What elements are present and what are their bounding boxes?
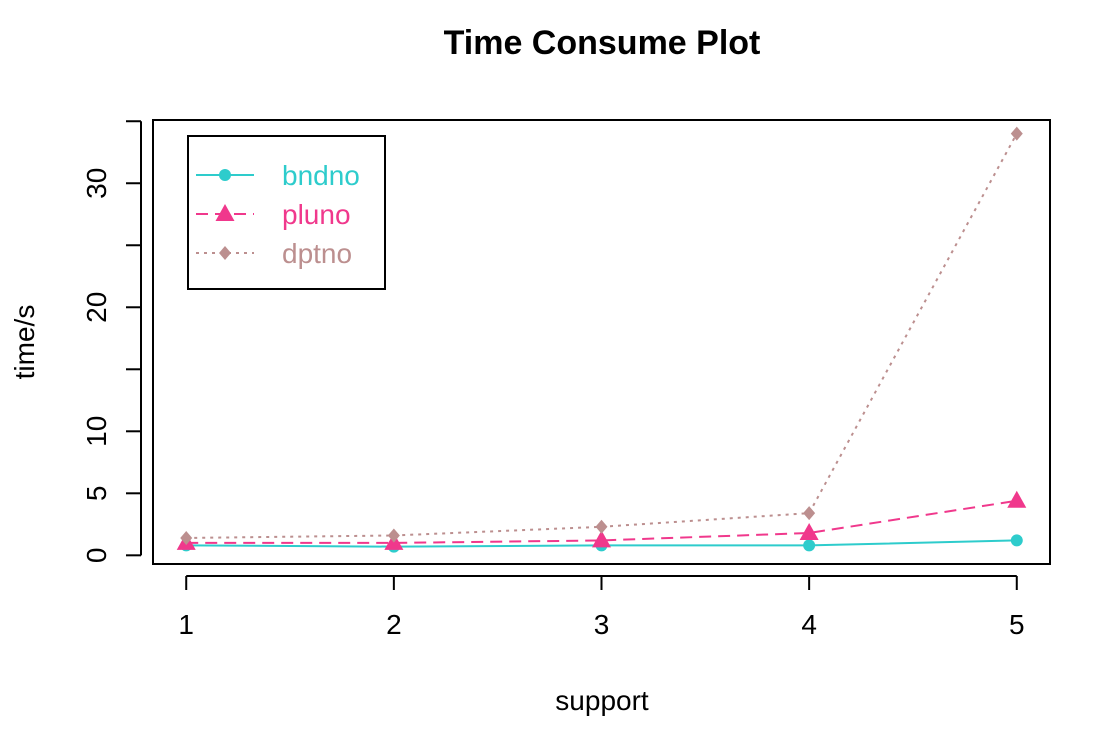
y-axis-label: time/s: [9, 305, 40, 380]
series-line-pluno: [186, 499, 1017, 544]
legend: bndno pluno dptno: [187, 135, 386, 290]
point-dptno-2: [387, 528, 400, 543]
plot-frame: [152, 119, 1051, 565]
point-dptno-3: [595, 519, 608, 534]
y-tick-label-30: 30: [81, 168, 112, 199]
point-dptno-1: [180, 530, 193, 545]
legend-marker-pluno: [215, 204, 235, 221]
point-dptno-4: [803, 506, 816, 521]
x-tick-label-2: 2: [386, 609, 402, 640]
point-pluno-3: [592, 530, 611, 548]
series-layer: [176, 126, 1027, 553]
x-axis: 1 2 3 4 5: [178, 575, 1025, 640]
legend-label-bndno: bndno: [282, 160, 360, 191]
y-axis: 0 5 10 20 30: [81, 120, 142, 564]
y-tick-label-10: 10: [81, 416, 112, 447]
point-dptno-5: [1010, 126, 1023, 141]
legend-label-pluno: pluno: [282, 199, 351, 230]
legend-marker-bndno: [219, 169, 231, 181]
series-dptno: [180, 126, 1023, 545]
point-pluno-5: [1007, 490, 1027, 508]
x-axis-label: support: [555, 685, 649, 716]
chart-title: Time Consume Plot: [444, 24, 761, 62]
point-bndno-4: [803, 539, 816, 552]
y-tick-label-20: 20: [81, 292, 112, 323]
series-line-dptno: [186, 133, 1018, 539]
point-bndno-5: [1010, 534, 1023, 547]
x-tick-label-3: 3: [594, 609, 610, 640]
x-tick-label-4: 4: [801, 609, 817, 640]
legend-marker-dptno: [219, 246, 231, 260]
point-pluno-4: [799, 522, 819, 540]
x-tick-label-1: 1: [178, 609, 194, 640]
x-tick-label-5: 5: [1009, 609, 1025, 640]
y-tick-label-0: 0: [81, 548, 112, 564]
y-tick-label-5: 5: [81, 486, 112, 502]
legend-label-dptno: dptno: [282, 238, 352, 269]
